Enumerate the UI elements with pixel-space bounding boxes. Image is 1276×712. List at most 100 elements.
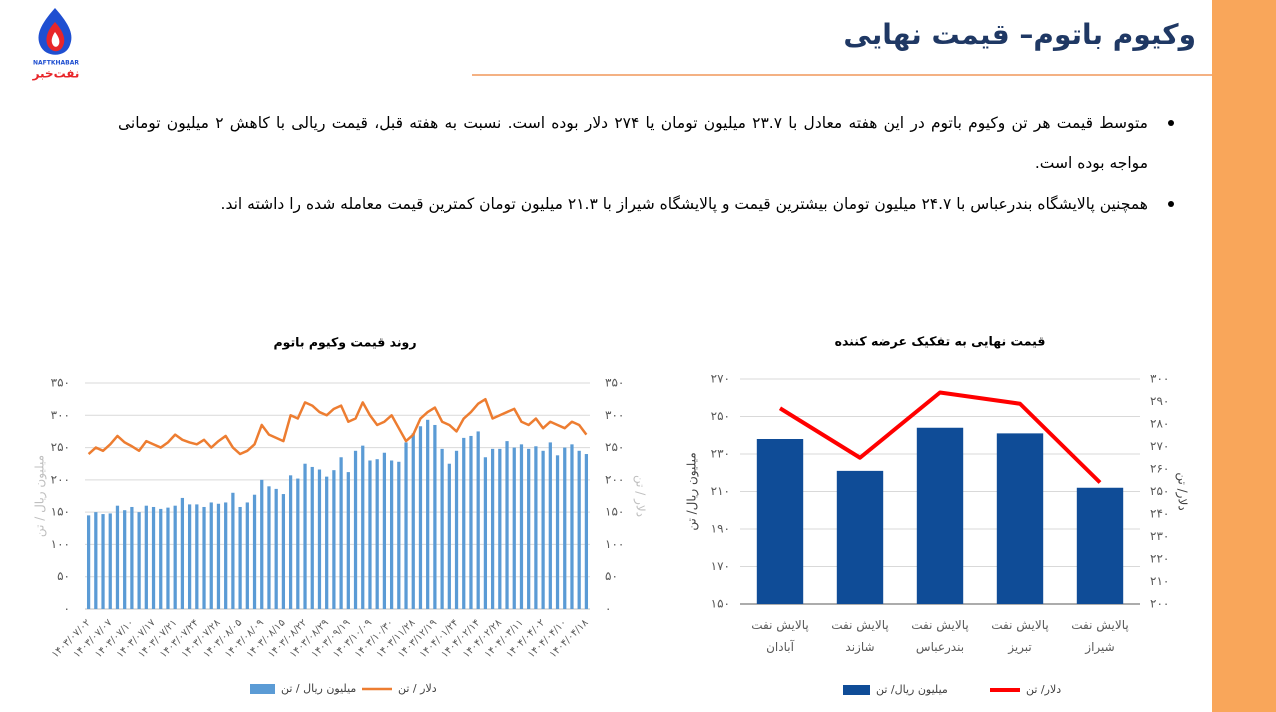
bar (490, 448, 495, 609)
tick-label: ۲۱۰ (1150, 574, 1169, 588)
bar (224, 502, 228, 609)
legend-swatch (843, 685, 870, 695)
bar (267, 486, 271, 609)
bar (288, 475, 293, 609)
bar (418, 426, 423, 609)
tick-label: ۵۰ (57, 569, 70, 583)
tick-label: ۱۰۰ (605, 537, 624, 551)
bar (260, 479, 264, 609)
bar (317, 469, 322, 609)
logo: NAFTKHABAR نفت‌خبر (32, 8, 79, 81)
tick-label: ۲۰۰ (1150, 597, 1169, 611)
bar (173, 505, 177, 609)
tick-label: ۲۶۰ (1150, 462, 1169, 476)
chart-title: روند قیمت وکیوم باتوم (273, 335, 416, 351)
bar (577, 450, 581, 609)
tick-label: ۱۵۰ (605, 505, 624, 519)
logo-latin: NAFTKHABAR (33, 60, 79, 67)
bar (447, 463, 451, 609)
bar (519, 444, 524, 609)
bar (541, 450, 545, 609)
bullet: متوسط قیمت هر تن وکیوم باتوم در این هفته… (118, 103, 1174, 183)
tick-label: ۳۵۰ (605, 376, 624, 390)
tick-label: ۵۰ (605, 569, 618, 583)
tick-label: ۱۰۰ (51, 537, 70, 551)
legend-swatch (250, 684, 275, 694)
bar (454, 450, 459, 609)
x-tick-label: پالایش نفت بندرعباس (911, 618, 969, 654)
bar (346, 472, 350, 609)
bar (274, 488, 278, 609)
tick-label: ۱۵۰ (711, 597, 730, 611)
charts: NAFTKHABAR نفت‌خبر روند قیمت وکیوم باتوم… (32, 8, 1190, 696)
slide-title: وکیوم باتوم– قیمت نهایی (843, 18, 1196, 51)
tick-label: ۰ (605, 602, 611, 616)
tick-label: ۲۸۰ (1150, 417, 1169, 431)
bar (216, 503, 221, 609)
tick-label: ۲۵۰ (51, 440, 70, 454)
x-tick-label: پالایش نفت تبریز (991, 618, 1049, 654)
bar (534, 446, 538, 609)
bar (252, 494, 257, 609)
bar (433, 424, 437, 609)
bar (555, 455, 560, 609)
tick-label: ۲۰۰ (51, 472, 70, 486)
bar (563, 447, 567, 609)
bar (498, 448, 502, 609)
bar (469, 435, 473, 609)
x-tick-label: پالایش نفت آبادان (751, 618, 809, 654)
tick-label: ۰ (64, 602, 70, 616)
bar (231, 492, 235, 609)
bar (325, 476, 329, 609)
bar (202, 506, 206, 609)
bar (368, 460, 372, 609)
bar (303, 463, 307, 609)
line (87, 397, 588, 456)
legend-label: دلار / تن (398, 682, 437, 695)
y-axis-label: میلیون ریال/ تن (685, 452, 700, 530)
bar (137, 512, 141, 609)
bar (375, 459, 379, 609)
tick-label: ۲۷۰ (1150, 439, 1169, 453)
bar (296, 478, 300, 609)
tick-label: ۳۰۰ (1150, 372, 1169, 386)
bar (195, 504, 199, 609)
bar (548, 442, 552, 609)
tick-label: ۲۹۰ (1150, 394, 1169, 408)
bar (144, 505, 148, 609)
tick-label: ۱۹۰ (711, 522, 730, 536)
bar (570, 444, 574, 609)
bar (505, 441, 509, 609)
bar (130, 506, 134, 609)
bar (238, 506, 242, 609)
legend-label: میلیون ریال/ تن (876, 683, 948, 696)
chart-title: قیمت نهایی به تفکیک عرضه کننده (835, 334, 1046, 349)
bar (836, 470, 884, 604)
bar (108, 513, 112, 609)
tick-label: ۲۱۰ (711, 484, 730, 498)
bar (426, 419, 430, 609)
tick-label: ۲۲۰ (1150, 552, 1169, 566)
bar (527, 448, 531, 609)
line (778, 390, 1102, 484)
tick-label: ۱۵۰ (51, 505, 70, 519)
y-axis-label: میلیون ریال / تن (33, 455, 48, 537)
bar (281, 494, 286, 609)
tick-label: ۱۷۰ (711, 559, 730, 573)
bar (209, 502, 213, 609)
tick-label: ۲۷۰ (711, 372, 730, 386)
bar (166, 507, 170, 609)
bar (389, 460, 394, 609)
tick-label: ۲۵۰ (1150, 484, 1169, 498)
bar (404, 442, 408, 609)
bar (1076, 487, 1124, 604)
tick-label: ۲۳۰ (711, 447, 730, 461)
bar (115, 505, 120, 609)
tick-label: ۲۰۰ (605, 472, 624, 486)
y2-axis-label: دلار/ تن (1175, 472, 1190, 510)
bar (86, 515, 91, 609)
legend-label: دلار/ تن (1026, 683, 1061, 696)
header-rule (472, 74, 1212, 76)
bar (476, 431, 480, 609)
